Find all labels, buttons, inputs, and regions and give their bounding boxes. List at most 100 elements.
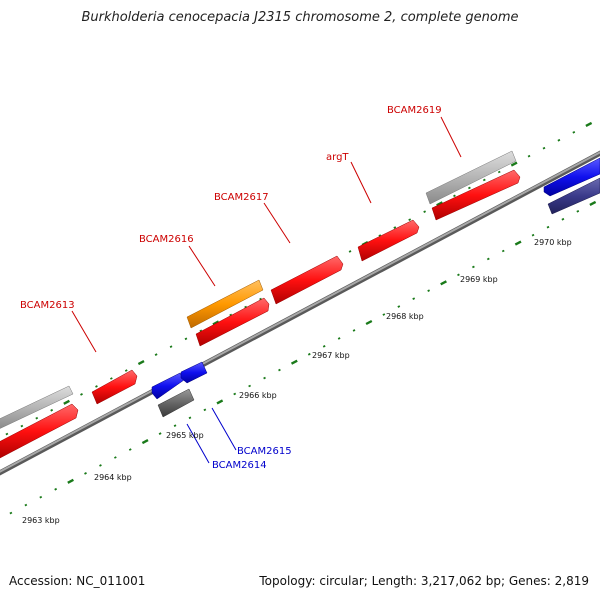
scale-label-2966: 2966 kbp bbox=[239, 391, 277, 400]
ruler-minor-tick bbox=[501, 249, 505, 253]
feature-grey-left-forward[interactable] bbox=[0, 385, 74, 429]
feature-dark-grey[interactable] bbox=[157, 388, 195, 418]
ruler-major-tick bbox=[514, 240, 522, 246]
scale-label-2965: 2965 kbp bbox=[166, 431, 204, 440]
ruler-major-tick bbox=[137, 360, 145, 366]
ruler-minor-tick bbox=[546, 225, 550, 229]
ruler-minor-tick bbox=[576, 209, 580, 213]
gene-label-bcam2616[interactable]: BCAM2616 bbox=[139, 234, 194, 245]
ruler-minor-tick bbox=[263, 376, 266, 380]
ruler-minor-tick bbox=[20, 424, 24, 428]
ruler-minor-tick bbox=[453, 194, 456, 198]
ruler-major-tick bbox=[67, 478, 74, 484]
feature-orange[interactable] bbox=[186, 279, 264, 329]
ruler-minor-tick bbox=[348, 250, 352, 253]
ruler-minor-tick bbox=[39, 495, 43, 499]
accession-label: Accession: NC_011001 bbox=[9, 574, 146, 588]
ruler-minor-tick bbox=[408, 218, 412, 222]
ruler-minor-tick bbox=[244, 305, 248, 309]
feature-bcam2617[interactable] bbox=[270, 255, 344, 305]
ruler-minor-tick bbox=[5, 432, 9, 436]
ruler-minor-tick bbox=[113, 456, 117, 459]
feature-bcam2616[interactable] bbox=[195, 297, 270, 347]
ruler-minor-tick bbox=[322, 344, 326, 348]
ruler-minor-tick bbox=[248, 384, 252, 388]
ruler-minor-tick bbox=[486, 257, 490, 261]
ruler-minor-tick bbox=[307, 352, 311, 356]
ruler-minor-tick bbox=[188, 416, 192, 420]
ruler-minor-tick bbox=[278, 368, 281, 372]
ruler-minor-tick bbox=[24, 503, 28, 507]
ruler-major-tick bbox=[436, 201, 443, 207]
gene-labels: BCAM2613 BCAM2616 BCAM2617 argT BCAM2619… bbox=[20, 105, 442, 471]
ruler-minor-tick bbox=[50, 408, 54, 412]
ruler-minor-tick bbox=[378, 234, 382, 237]
ruler-minor-tick bbox=[9, 511, 13, 515]
ruler-minor-tick bbox=[184, 337, 188, 341]
genome-summary: Topology: circular; Length: 3,217,062 bp… bbox=[259, 574, 589, 588]
ruler-minor-tick bbox=[471, 265, 475, 269]
ruler-minor-tick bbox=[427, 289, 431, 292]
ruler-minor-tick bbox=[531, 233, 535, 237]
ruler-minor-tick bbox=[352, 329, 356, 332]
ruler-major-tick bbox=[290, 359, 298, 365]
ruler-minor-tick bbox=[393, 226, 397, 229]
feature-navy-right[interactable] bbox=[547, 177, 600, 215]
scale-label-2963: 2963 kbp bbox=[22, 516, 60, 525]
feature-blue-right[interactable] bbox=[543, 157, 600, 197]
ruler-major-tick bbox=[589, 200, 597, 206]
ruler-minor-tick bbox=[557, 138, 561, 142]
label-leaders bbox=[71, 116, 462, 464]
feature-bcam2614[interactable] bbox=[151, 372, 185, 400]
gene-label-bcam2619[interactable]: BCAM2619 bbox=[387, 105, 442, 116]
ruler-minor-tick bbox=[173, 424, 177, 427]
ruler-minor-tick bbox=[109, 377, 113, 380]
scale-label-2970: 2970 kbp bbox=[534, 238, 572, 247]
ruler-major-tick bbox=[510, 161, 518, 167]
feature-bcam2615[interactable] bbox=[180, 361, 208, 384]
ruler-major-tick bbox=[585, 121, 593, 127]
ruler-major-tick bbox=[63, 399, 70, 405]
scale-label-2967: 2967 kbp bbox=[312, 351, 350, 360]
gene-label-argt[interactable]: argT bbox=[326, 152, 349, 163]
ruler-minor-tick bbox=[527, 154, 531, 158]
ruler-minor-tick bbox=[542, 146, 546, 150]
ruler-minor-tick bbox=[233, 392, 237, 396]
ruler-major-tick bbox=[216, 399, 224, 405]
feature-grey-bcam2619[interactable] bbox=[425, 150, 517, 205]
map-title: Burkholderia cenocepacia J2315 chromosom… bbox=[81, 10, 519, 25]
ruler-minor-tick bbox=[572, 130, 576, 134]
gene-label-bcam2615[interactable]: BCAM2615 bbox=[237, 446, 292, 457]
gene-label-bcam2617[interactable]: BCAM2617 bbox=[214, 192, 269, 203]
ruler-minor-tick bbox=[169, 345, 173, 348]
ruler-major-tick bbox=[440, 280, 447, 286]
gene-label-bcam2614[interactable]: BCAM2614 bbox=[212, 460, 267, 471]
genome-backbone bbox=[0, 150, 600, 476]
ruler-major-tick bbox=[141, 439, 149, 445]
feature-bcam2613[interactable] bbox=[91, 369, 138, 405]
ruler-minor-tick bbox=[497, 170, 501, 174]
scale-label-2964: 2964 kbp bbox=[94, 473, 132, 482]
ruler-minor-tick bbox=[158, 432, 162, 435]
ruler-minor-tick bbox=[467, 186, 471, 190]
feature-argt[interactable] bbox=[357, 219, 420, 262]
ruler-minor-tick bbox=[54, 487, 58, 491]
ruler-minor-tick bbox=[199, 329, 203, 333]
ruler-minor-tick bbox=[35, 416, 39, 420]
ruler-minor-tick bbox=[80, 393, 83, 396]
ruler-minor-tick bbox=[412, 297, 416, 301]
feature-red-left-forward[interactable] bbox=[0, 403, 79, 459]
feature-bcam2619[interactable] bbox=[431, 169, 521, 221]
ruler-minor-tick bbox=[84, 472, 87, 475]
gene-label-bcam2613[interactable]: BCAM2613 bbox=[20, 300, 75, 311]
scale-label-2969: 2969 kbp bbox=[460, 275, 498, 284]
ruler-minor-tick bbox=[128, 448, 132, 451]
scale-labels: 2963 kbp 2964 kbp 2965 kbp 2966 kbp 2967… bbox=[22, 238, 572, 525]
ruler-minor-tick bbox=[382, 313, 386, 316]
ruler-minor-tick bbox=[124, 369, 128, 372]
ruler-minor-tick bbox=[259, 297, 262, 301]
reverse-ruler bbox=[9, 200, 597, 515]
ruler-minor-tick bbox=[482, 178, 486, 182]
ruler-minor-tick bbox=[229, 313, 233, 317]
